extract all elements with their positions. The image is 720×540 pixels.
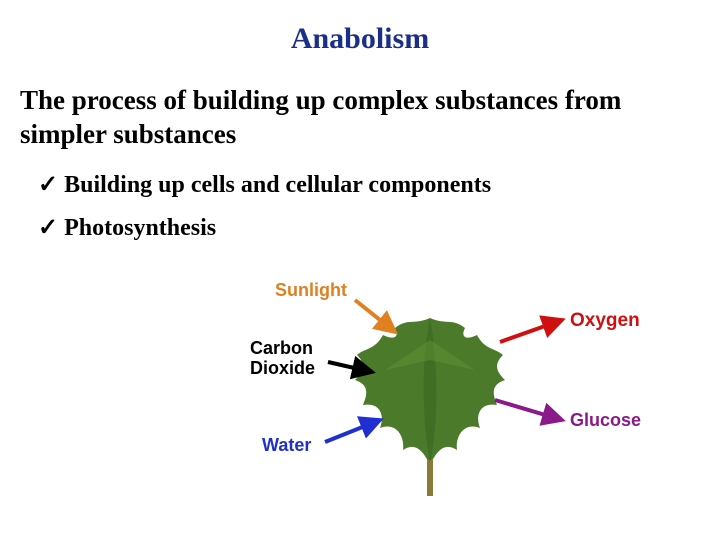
arrow-overlay xyxy=(200,280,660,530)
check-icon: ✓ xyxy=(38,171,58,198)
slide-subtitle: The process of building up complex subst… xyxy=(0,56,720,152)
bullet-item: ✓Photosynthesis xyxy=(38,213,700,242)
bullet-item: ✓Building up cells and cellular componen… xyxy=(38,170,700,199)
slide-title: Anabolism xyxy=(0,0,720,56)
check-icon: ✓ xyxy=(38,214,58,241)
bullet-text: Building up cells and cellular component… xyxy=(64,172,491,198)
water-arrow xyxy=(325,420,380,442)
bullet-text: Photosynthesis xyxy=(64,215,216,241)
oxygen-arrow xyxy=(500,320,562,342)
bullet-list: ✓Building up cells and cellular componen… xyxy=(0,152,720,242)
sunlight-arrow xyxy=(355,300,395,332)
glucose-arrow xyxy=(495,400,562,420)
carbon-arrow xyxy=(328,362,372,372)
photosynthesis-diagram: Sunlight Carbon Dioxide Water Oxygen Glu… xyxy=(200,280,660,530)
